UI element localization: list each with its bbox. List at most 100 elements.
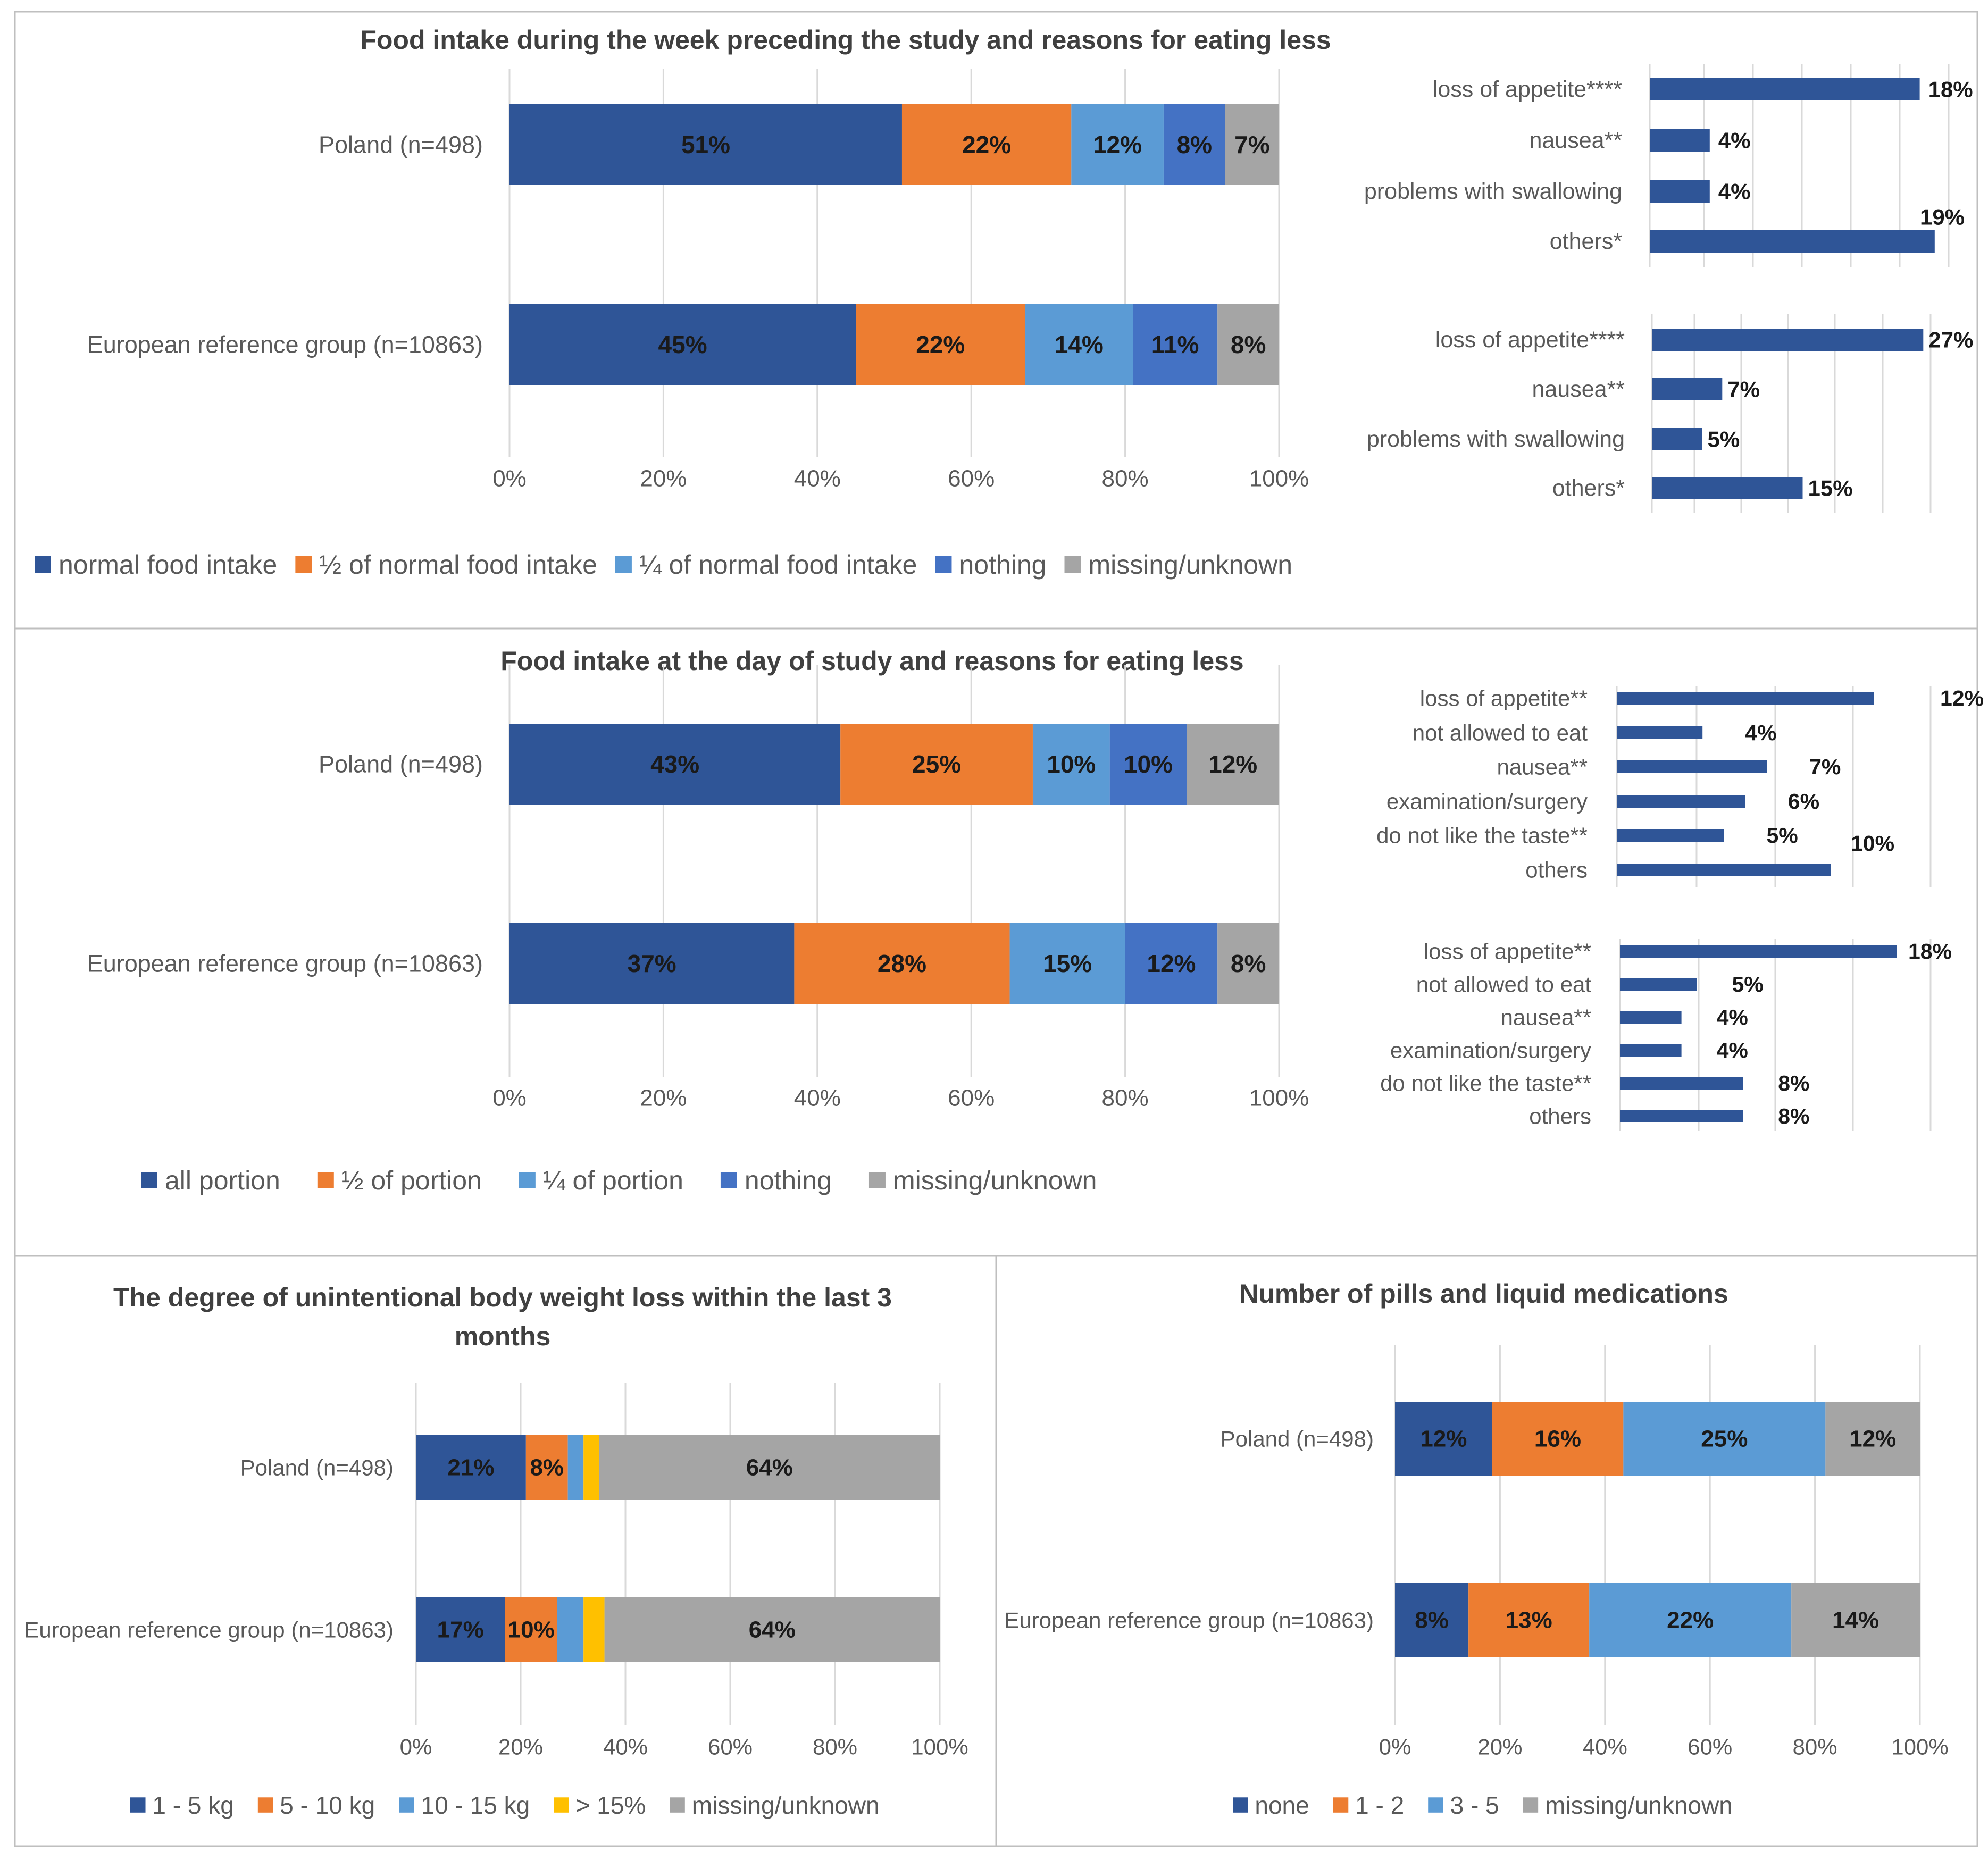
legend-entry: > 15% — [576, 1791, 646, 1819]
data-label: 15% — [1043, 950, 1092, 977]
data-label: 8% — [530, 1455, 564, 1481]
bar — [1620, 945, 1897, 958]
data-label: 14% — [1832, 1607, 1879, 1633]
bar — [1652, 329, 1924, 351]
bar-segment — [509, 304, 856, 385]
chart-week_reasons_poland: loss of appetite**** 18% nausea** 4% problem… — [1364, 64, 1973, 267]
bar-segment — [1225, 104, 1279, 185]
x-tick-label: 80% — [1793, 1735, 1837, 1760]
data-label: 10% — [1124, 750, 1173, 778]
category-label: others* — [1550, 229, 1623, 254]
bar-segment — [901, 104, 1072, 185]
bar — [1620, 978, 1697, 991]
x-tick-label: 20% — [1477, 1735, 1522, 1760]
bar — [1650, 129, 1710, 152]
category-label: do not like the taste** — [1376, 823, 1588, 848]
data-label: 64% — [746, 1455, 793, 1481]
legend-entry: normal food intake — [59, 550, 277, 580]
category-label: European reference group (n=10863) — [24, 1618, 394, 1643]
category-label: loss of appetite**** — [1433, 77, 1622, 102]
chart-title: The degree of unintentional body weight … — [113, 1283, 892, 1312]
data-label: 10% — [1851, 831, 1894, 856]
chart-title: Number of pills and liquid medications — [1239, 1279, 1728, 1309]
bar — [1620, 1044, 1682, 1057]
x-tick-label: 100% — [1249, 466, 1309, 492]
bar-segment — [1025, 304, 1133, 385]
panel-border-4 — [995, 1255, 1978, 1847]
x-tick-label: 80% — [1102, 466, 1149, 492]
x-tick-label: 60% — [1688, 1735, 1732, 1760]
category-label: do not like the taste** — [1380, 1071, 1591, 1096]
data-label: 25% — [912, 750, 961, 778]
bar-segment — [1791, 1583, 1920, 1657]
category-label: nausea** — [1532, 376, 1625, 402]
x-tick-label: 60% — [948, 1085, 995, 1111]
category-label: European reference group (n=10863) — [87, 950, 483, 977]
data-label: 5% — [1708, 427, 1740, 452]
legend-swatch — [295, 556, 312, 573]
chart-day: Food intake at the day of study and reas… — [87, 646, 1309, 1195]
data-label: 10% — [1047, 750, 1096, 778]
bar-segment — [1071, 104, 1164, 185]
bar — [1617, 726, 1703, 739]
bar-segment — [509, 104, 902, 185]
x-tick-label: 80% — [1102, 1085, 1149, 1111]
category-label: European reference group (n=10863) — [1004, 1608, 1374, 1633]
legend-swatch — [554, 1797, 569, 1813]
x-tick-label: 100% — [911, 1735, 968, 1760]
category-label: problems with swallowing — [1364, 179, 1622, 204]
category-label: loss of appetite** — [1424, 939, 1591, 964]
data-label: 14% — [1055, 331, 1104, 358]
bar-segment — [525, 1435, 568, 1500]
legend-swatch — [720, 1172, 737, 1188]
x-tick-label: 100% — [1891, 1735, 1948, 1760]
data-label: 12% — [1849, 1426, 1896, 1452]
chart-title: months — [455, 1321, 551, 1351]
data-label: 37% — [628, 950, 676, 977]
bar-segment — [856, 304, 1025, 385]
panel-borders — [14, 11, 1978, 1847]
category-label: problems with swallowing — [1367, 426, 1625, 452]
data-label: 7% — [1234, 131, 1269, 158]
bar-segment — [1492, 1402, 1624, 1476]
data-label: 12% — [1420, 1426, 1467, 1452]
category-label: others* — [1552, 475, 1625, 501]
legend-entry: ¼ of normal food intake — [639, 550, 917, 580]
legend-swatch — [1333, 1797, 1349, 1813]
bar — [1617, 795, 1745, 808]
legend-swatch — [257, 1797, 273, 1813]
x-tick-label: 40% — [1583, 1735, 1627, 1760]
data-label: 45% — [658, 331, 707, 358]
legend-entry: nothing — [745, 1166, 832, 1195]
legend-swatch — [615, 556, 632, 573]
category-label: others — [1529, 1104, 1591, 1129]
x-tick-label: 0% — [492, 466, 527, 492]
data-label: 11% — [1151, 331, 1199, 358]
legend-entry: 5 - 10 kg — [280, 1791, 375, 1819]
bar-segment — [509, 923, 795, 1004]
bar — [1650, 180, 1710, 203]
legend-swatch — [1064, 556, 1081, 573]
legend-entry: missing/unknown — [692, 1791, 880, 1819]
bar-segment — [794, 923, 1010, 1004]
bar-segment — [840, 724, 1033, 805]
data-label: 8% — [1231, 950, 1266, 977]
data-label: 4% — [1718, 179, 1751, 204]
bar-segment — [567, 1435, 584, 1500]
bar-segment — [604, 1597, 940, 1662]
data-label: 4% — [1745, 720, 1776, 745]
legend-entry: missing/unknown — [893, 1166, 1097, 1195]
bar — [1617, 864, 1831, 876]
bar-segment — [1395, 1402, 1492, 1476]
category-label: European reference group (n=10863) — [87, 331, 483, 358]
bar — [1617, 760, 1767, 773]
bar — [1617, 829, 1724, 842]
bar-segment — [1125, 923, 1218, 1004]
legend-entry: none — [1255, 1791, 1309, 1819]
x-tick-label: 100% — [1249, 1085, 1309, 1111]
legend-swatch — [670, 1797, 685, 1813]
data-label: 12% — [1208, 750, 1257, 778]
data-label: 64% — [749, 1617, 796, 1643]
x-tick-label: 60% — [948, 466, 995, 492]
bar-segment — [416, 1435, 526, 1500]
